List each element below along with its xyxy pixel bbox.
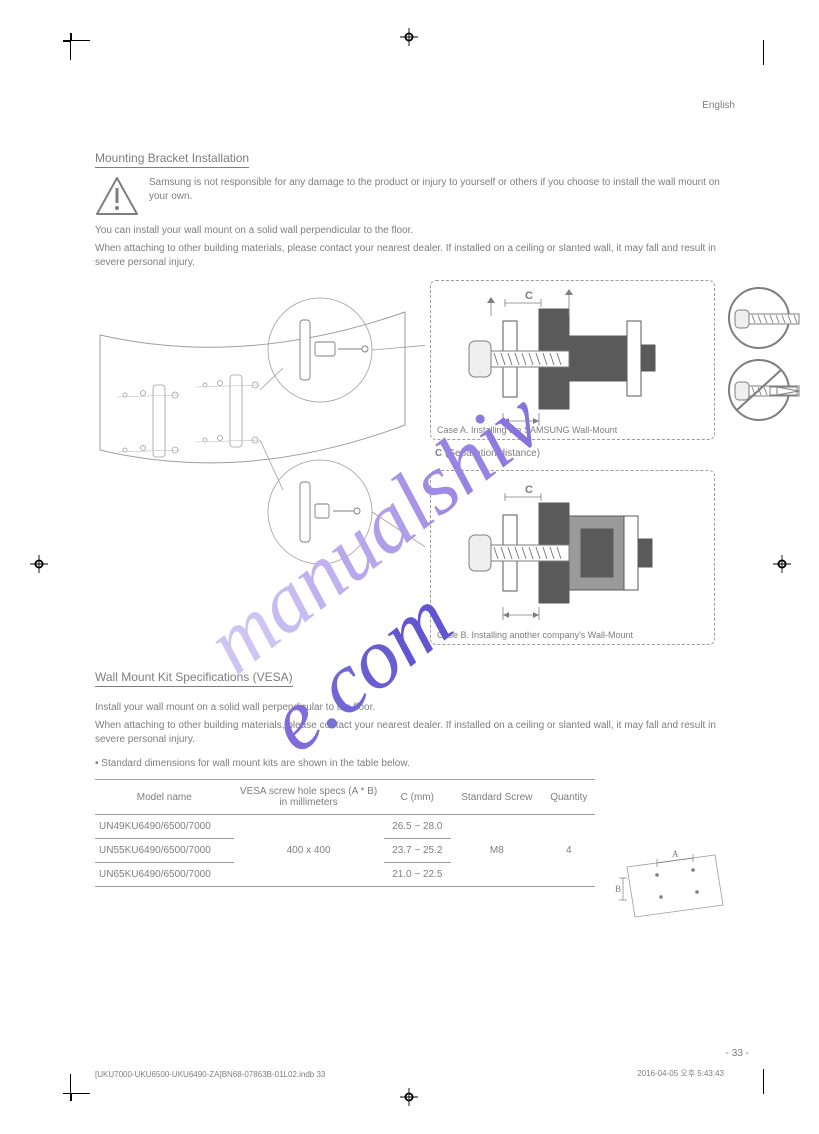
section-title: Mounting Bracket Installation	[95, 151, 249, 168]
crop-mark	[763, 1069, 765, 1094]
col-c: C (mm)	[384, 780, 451, 815]
bolt-section-diagram-a: C	[431, 281, 716, 441]
specs-table: Model name VESA screw hole specs (A * B)…	[95, 779, 595, 887]
dim-a-label: A	[672, 849, 679, 859]
ok-icon	[727, 286, 803, 350]
not-ok-icon	[727, 358, 803, 422]
registration-mark-icon	[400, 1088, 418, 1106]
dim-b-label: B	[615, 884, 621, 894]
registration-mark-icon	[773, 555, 791, 573]
lang-label: English	[95, 100, 735, 111]
body-text: When attaching to other building materia…	[95, 719, 735, 747]
svg-text:C: C	[525, 484, 533, 496]
c-desc-label: C (Separation distance)	[435, 448, 540, 459]
col-model: Model name	[95, 780, 234, 815]
section-title: Wall Mount Kit Specifications (VESA)	[95, 670, 293, 687]
case-b-label: Case B. Installing another company's Wal…	[437, 630, 708, 640]
figure-area: C	[95, 280, 735, 650]
diagram-panel-case-a: C	[430, 280, 715, 440]
warning-row: Samsung is not responsible for any damag…	[95, 176, 735, 216]
table-row: Model name VESA screw hole specs (A * B)…	[95, 780, 595, 815]
warning-text: Samsung is not responsible for any damag…	[149, 176, 735, 203]
crop-mark	[763, 40, 765, 65]
c-label: C	[525, 290, 533, 302]
table-row: UN49KU6490/6500/7000 400 x 400 26.5 ~ 28…	[95, 815, 595, 839]
warning-triangle-icon	[95, 176, 139, 216]
registration-mark-icon	[400, 28, 418, 46]
col-screw: Standard Screw	[451, 780, 543, 815]
registration-mark-icon	[30, 555, 48, 573]
body-text: You can install your wall mount on a sol…	[95, 224, 735, 238]
body-text: Install your wall mount on a solid wall …	[95, 701, 735, 715]
bolt-section-diagram-b: C	[431, 471, 716, 646]
col-qty: Quantity	[543, 780, 595, 815]
crop-mark	[70, 1074, 90, 1094]
case-a-label: Case A. Installing the SAMSUNG Wall-Moun…	[437, 425, 708, 435]
col-vesa: VESA screw hole specs (A * B) in millime…	[234, 780, 384, 815]
bullet-text: • Standard dimensions for wall mount kit…	[95, 757, 735, 771]
page-number: - 33 -	[726, 1048, 749, 1059]
footer-date: 2016-04-05 오후 5:43:43	[637, 1068, 724, 1079]
tv-vesa-dims-diagram: A B	[615, 845, 735, 935]
crop-mark	[70, 40, 90, 60]
tv-assembly-diagram	[95, 290, 425, 630]
diagram-panel-case-b: C	[430, 470, 715, 645]
body-text: When attaching to other building materia…	[95, 242, 735, 270]
page-content: English Mounting Bracket Installation Sa…	[95, 100, 735, 887]
footer-filename: [UKU7000-UKU6500-UKU6490-ZA]BN68-07863B-…	[95, 1070, 325, 1079]
